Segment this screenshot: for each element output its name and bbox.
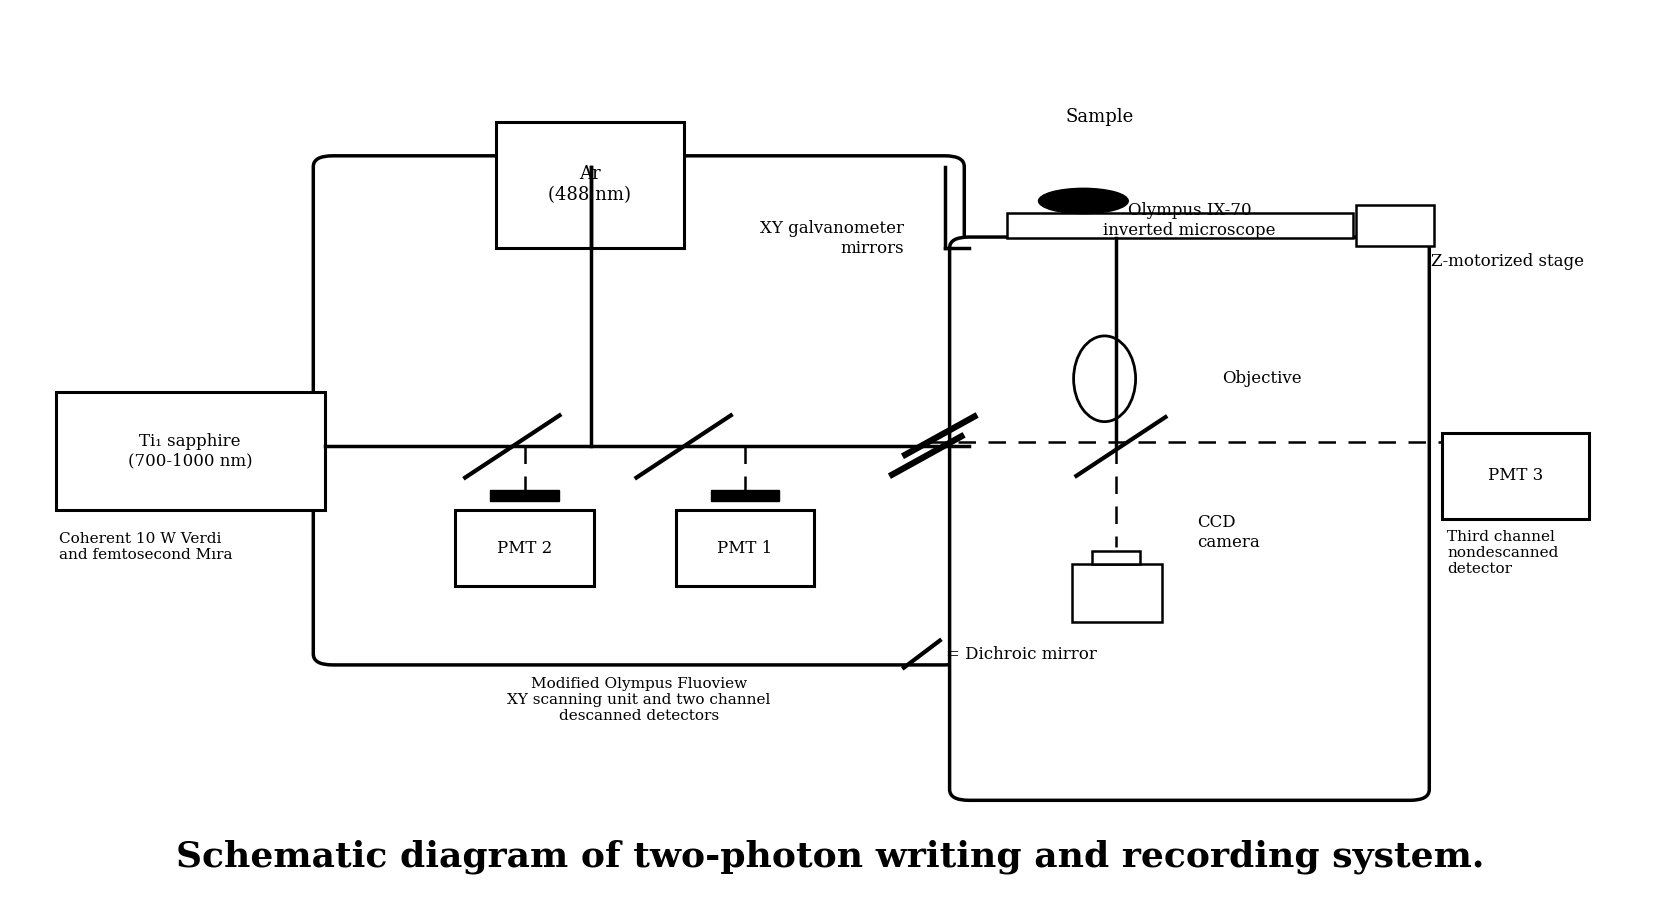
Text: PMT 2: PMT 2	[497, 539, 551, 557]
Bar	[1091, 551, 1141, 564]
Bar	[497, 121, 684, 248]
Text: XY galvanometer
mirrors: XY galvanometer mirrors	[761, 220, 904, 257]
Text: Ar
(488 nm): Ar (488 nm)	[548, 165, 631, 204]
Ellipse shape	[1038, 189, 1128, 213]
Bar	[1007, 212, 1352, 238]
Text: Ti₁ sapphire
(700-1000 nm): Ti₁ sapphire (700-1000 nm)	[128, 433, 252, 469]
Text: PMT 3: PMT 3	[1488, 467, 1543, 485]
Bar	[1355, 205, 1433, 246]
Text: PMT 1: PMT 1	[718, 539, 772, 557]
Text: = Dichroic mirror: = Dichroic mirror	[947, 646, 1098, 662]
Text: Third channel
nondescanned
detector: Third channel nondescanned detector	[1447, 529, 1558, 576]
Bar	[711, 490, 779, 501]
Text: Objective: Objective	[1222, 370, 1302, 387]
Bar	[1442, 433, 1590, 518]
Bar	[490, 490, 558, 501]
Text: Olympus IX-70
inverted microscope: Olympus IX-70 inverted microscope	[1103, 202, 1276, 239]
Bar	[1071, 564, 1161, 622]
Text: Modified Olympus Fluoview
XY scanning unit and two channel
descanned detectors: Modified Olympus Fluoview XY scanning un…	[507, 677, 771, 723]
Text: CCD
camera: CCD camera	[1198, 514, 1261, 550]
FancyBboxPatch shape	[314, 156, 965, 665]
Text: Sample: Sample	[1066, 108, 1134, 126]
Ellipse shape	[1073, 336, 1136, 422]
FancyBboxPatch shape	[950, 237, 1428, 801]
Text: Schematic diagram of two-photon writing and recording system.: Schematic diagram of two-photon writing …	[176, 840, 1485, 875]
Bar	[455, 509, 595, 587]
Bar	[676, 509, 814, 587]
Bar	[55, 393, 324, 509]
Text: Coherent 10 W Verdi
and femtosecond Mıra: Coherent 10 W Verdi and femtosecond Mıra	[58, 532, 233, 562]
Text: Z-motorized stage: Z-motorized stage	[1430, 253, 1585, 270]
